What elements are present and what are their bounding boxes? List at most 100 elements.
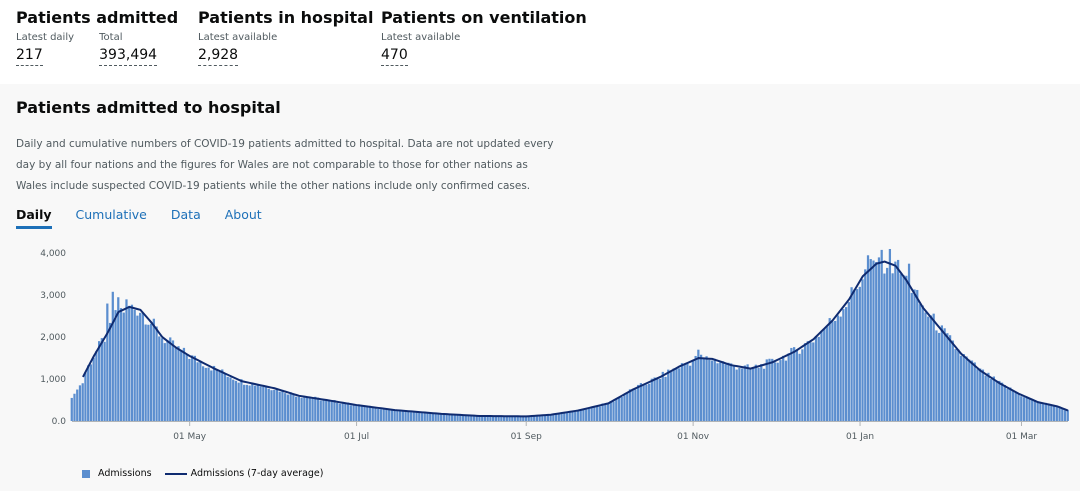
admissions-bar <box>801 349 804 421</box>
admissions-bar <box>976 369 979 421</box>
admissions-bar <box>445 413 448 421</box>
admissions-bar <box>117 297 120 421</box>
admissions-bar <box>601 403 604 421</box>
admissions-bar <box>699 354 703 421</box>
admissions-bar <box>612 401 615 421</box>
legend-item-admissions[interactable]: Admissions <box>82 468 152 479</box>
admissions-bar <box>122 312 125 421</box>
metric-sub-value[interactable]: 470 <box>381 46 408 66</box>
admissions-bar <box>954 349 957 421</box>
admissions-bar <box>1020 396 1023 421</box>
y-axis: 0.0 1,000 2,000 3,000 4,000 <box>40 249 66 427</box>
admissions-bar <box>746 364 749 421</box>
tab-about[interactable]: About <box>224 207 262 222</box>
admissions-bar <box>869 259 872 421</box>
admissions-bar <box>333 400 336 421</box>
metric-sub-value[interactable]: 393,494 <box>99 46 158 66</box>
admissions-bar <box>456 414 459 421</box>
admissions-bar <box>968 359 971 421</box>
admissions-bar <box>957 349 960 421</box>
admissions-bar <box>366 405 369 421</box>
admissions-bar <box>987 372 990 421</box>
metric-sub-latest-daily: Latest daily 217 <box>16 32 74 66</box>
admissions-bar <box>554 414 558 421</box>
admissions-bar <box>787 353 790 421</box>
admissions-bar <box>606 403 610 421</box>
admissions-bar <box>907 263 911 421</box>
legend-item-admissions-average[interactable]: Admissions (7-day average) <box>164 468 323 479</box>
card-description: Daily and cumulative numbers of COVID-19… <box>16 138 554 192</box>
admissions-bar <box>1011 390 1015 421</box>
admissions-bar <box>741 368 744 421</box>
admissions-bar <box>1058 406 1061 421</box>
admissions-bar <box>585 408 588 421</box>
admissions-bar <box>475 415 478 421</box>
admissions-bar <box>924 312 927 421</box>
admissions-bar <box>899 274 902 421</box>
admissions-bar <box>1039 403 1042 421</box>
admissions-bar <box>398 410 402 421</box>
metric-title: Patients admitted <box>16 8 179 27</box>
legend-label: Admissions <box>98 468 152 479</box>
metric-title: Patients on ventilation <box>381 8 587 27</box>
admissions-bar <box>357 404 361 421</box>
admissions-bar <box>336 402 339 421</box>
admissions-bar <box>330 400 333 421</box>
admissions-bar <box>505 416 508 421</box>
admissions-bar <box>880 249 883 421</box>
admissions-bar <box>782 355 785 421</box>
admissions-bar <box>642 384 645 421</box>
admissions-bar <box>119 308 123 421</box>
admissions-bar <box>267 388 270 421</box>
admissions-bar <box>1063 410 1067 421</box>
admissions-bar <box>355 405 358 421</box>
admissions-bar <box>557 412 560 421</box>
admissions-bar <box>929 315 933 421</box>
admissions-bar <box>735 369 738 421</box>
admissions-bar <box>1055 406 1058 421</box>
admissions-bar <box>133 309 136 421</box>
admissions-bar <box>1025 396 1028 421</box>
admissions-bar <box>938 332 941 421</box>
tab-daily[interactable]: Daily <box>16 207 52 229</box>
admissions-bar <box>489 415 492 421</box>
metric-sub-value[interactable]: 217 <box>16 46 43 66</box>
admissions-bar <box>483 416 487 421</box>
admissions-bar <box>418 412 421 421</box>
admissions-bar <box>106 303 109 421</box>
admissions-bar <box>379 409 383 421</box>
admissions-bar <box>757 367 760 421</box>
admissions-bar <box>160 338 164 421</box>
y-tick-label: 0.0 <box>52 417 67 427</box>
admissions-bar <box>352 405 355 421</box>
legend-swatch-bar <box>82 469 90 478</box>
admissions-bar <box>563 411 566 421</box>
admissions-bar <box>139 312 142 421</box>
y-tick-label: 2,000 <box>40 333 66 343</box>
admissions-bar <box>689 365 692 421</box>
admissions-bar <box>593 407 596 421</box>
admissions-bar <box>155 326 158 421</box>
tab-data[interactable]: Data <box>170 207 201 222</box>
admissions-bar <box>303 397 306 421</box>
admissions-bar <box>522 416 525 421</box>
admissions-bar <box>519 416 522 421</box>
admissions-bar <box>234 380 238 421</box>
admissions-bar <box>404 410 407 421</box>
admissions-bar <box>834 320 837 421</box>
admissions-bars <box>70 249 1069 421</box>
admissions-bar <box>114 310 117 421</box>
metric-sub-value[interactable]: 2,928 <box>198 46 239 66</box>
admissions-bar <box>658 378 662 421</box>
admissions-bar <box>111 291 114 421</box>
admissions-bar <box>530 416 533 421</box>
metric-sub-latest-available: Latest available 470 <box>381 32 460 66</box>
admissions-bar <box>431 412 435 421</box>
tab-cumulative[interactable]: Cumulative <box>75 207 147 222</box>
admissions-bar <box>672 368 675 421</box>
admissions-bar <box>872 260 875 421</box>
admissions-bar <box>760 364 763 421</box>
admissions-bar <box>177 346 180 421</box>
admissions-bar <box>524 416 528 421</box>
admissions-bar <box>210 370 213 421</box>
